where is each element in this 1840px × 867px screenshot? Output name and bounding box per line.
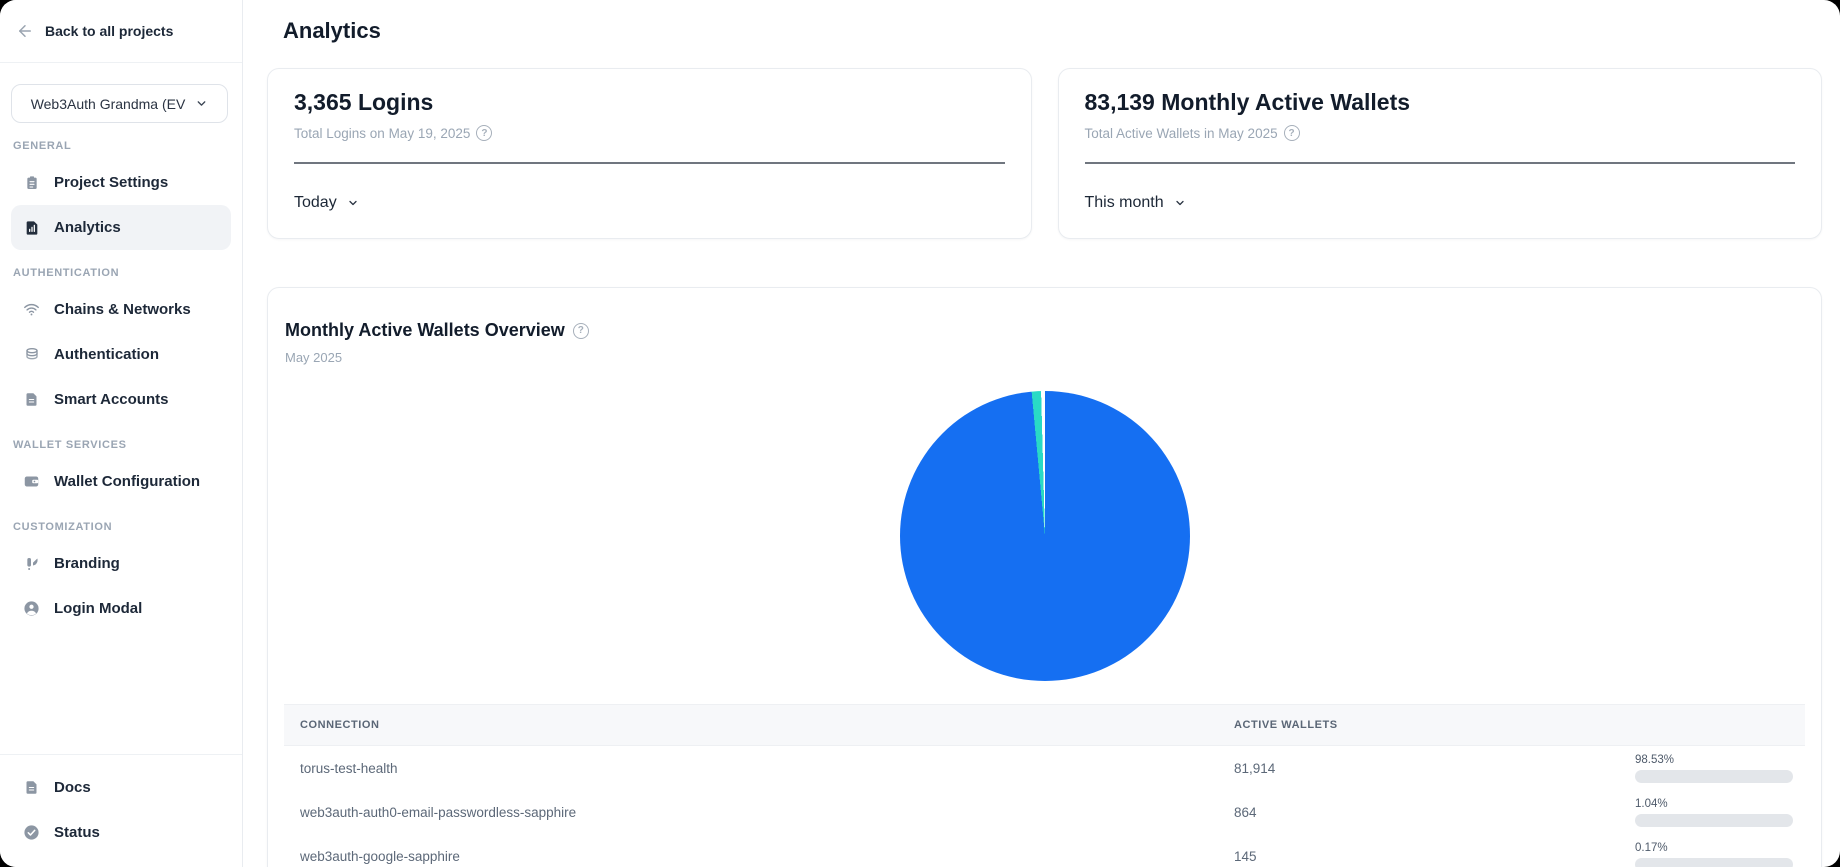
sidebar-item-label: Chains & Networks xyxy=(54,301,191,318)
active-wallets-period-value: This month xyxy=(1084,193,1164,211)
sidebar-item-label: Docs xyxy=(54,779,91,796)
connection-name: web3auth-auth0-email-passwordless-sapphi… xyxy=(300,804,577,820)
file-icon xyxy=(23,391,40,408)
sidebar-item-label: Wallet Configuration xyxy=(54,473,201,490)
active-wallets-card: 83,139 Monthly Active Wallets Total Acti… xyxy=(1057,68,1822,239)
back-to-projects-link[interactable]: Back to all projects xyxy=(0,0,242,63)
brush-icon xyxy=(23,555,40,572)
sidebar-item-authentication[interactable]: Authentication xyxy=(11,332,231,377)
sidebar-item-label: Status xyxy=(54,824,100,841)
overview-title: Monthly Active Wallets Overview ? xyxy=(285,320,1805,341)
active-wallets-subtext-label: Total Active Wallets in May 2025 xyxy=(1084,125,1278,141)
sidebar-item-smart-accounts[interactable]: Smart Accounts xyxy=(11,377,231,422)
wallets-overview-card: Monthly Active Wallets Overview ? May 20… xyxy=(267,287,1822,867)
stat-cards-row: 3,365 Logins Total Logins on May 19, 202… xyxy=(267,68,1822,239)
back-label: Back to all projects xyxy=(45,23,174,39)
logins-heading: 3,365 Logins xyxy=(294,89,434,115)
progress-bar-track xyxy=(1635,813,1793,827)
overview-subtitle: May 2025 xyxy=(285,350,343,365)
sidebar-item-analytics[interactable]: Analytics xyxy=(11,205,231,250)
connections-table: CONNECTION ACTIVE WALLETS torus-test-hea… xyxy=(284,704,1805,867)
chevron-down-icon xyxy=(195,97,208,110)
doc-icon xyxy=(23,779,40,796)
active-wallets-value: 145 xyxy=(1234,848,1257,864)
project-selector-value: Web3Auth Grandma (EV xyxy=(30,95,186,112)
wallet-icon xyxy=(23,473,40,490)
column-header-connection: CONNECTION xyxy=(300,719,380,731)
help-icon[interactable]: ? xyxy=(1283,125,1300,141)
sidebar-nav: GENERAL Project Settings Analytics AUTHE… xyxy=(0,123,242,631)
table-row: web3auth-auth0-email-passwordless-sapphi… xyxy=(284,790,1805,834)
overview-title-label: Monthly Active Wallets Overview xyxy=(285,320,565,340)
column-header-active-wallets: ACTIVE WALLETS xyxy=(1234,719,1338,731)
page-title: Analytics xyxy=(283,18,381,43)
sidebar-item-wallet-configuration[interactable]: Wallet Configuration xyxy=(11,459,231,504)
connection-name: torus-test-health xyxy=(300,760,398,776)
clipboard-icon xyxy=(23,174,40,191)
chevron-down-icon xyxy=(347,197,359,209)
share-cell: 98.53% xyxy=(1635,754,1805,783)
share-cell: 1.04% xyxy=(1635,798,1805,827)
sidebar-item-branding[interactable]: Branding xyxy=(11,541,231,586)
sidebar-item-docs[interactable]: Docs xyxy=(11,765,231,810)
sidebar-item-label: Branding xyxy=(54,555,120,572)
pie-chart-wrap xyxy=(284,391,1805,681)
active-wallets-subtext: Total Active Wallets in May 2025 ? xyxy=(1085,125,1796,141)
logins-subtext-label: Total Logins on May 19, 2025 xyxy=(294,125,471,141)
active-wallets-value: 81,914 xyxy=(1234,760,1276,776)
active-wallets-heading: 83,139 Monthly Active Wallets xyxy=(1084,89,1411,115)
progress-bar-track xyxy=(1635,769,1793,783)
logins-period-dropdown[interactable]: Today xyxy=(294,194,359,212)
wifi-icon xyxy=(23,301,40,318)
sidebar-item-label: Analytics xyxy=(54,219,121,236)
main-content: Analytics 3,365 Logins Total Logins on M… xyxy=(243,0,1840,867)
sidebar-item-label: Login Modal xyxy=(54,600,143,617)
active-wallets-period-dropdown[interactable]: This month xyxy=(1085,194,1186,212)
section-label-wallet-services: WALLET SERVICES xyxy=(13,439,127,451)
database-icon xyxy=(23,346,40,363)
share-cell: 0.17% xyxy=(1635,842,1805,867)
help-icon[interactable]: ? xyxy=(572,322,589,339)
project-selector[interactable]: Web3Auth Grandma (EV xyxy=(11,84,228,123)
share-percent-label: 0.17% xyxy=(1635,841,1668,854)
table-row: torus-test-health 81,914 98.53% xyxy=(284,746,1805,790)
sidebar-item-label: Smart Accounts xyxy=(54,391,169,408)
progress-bar-track xyxy=(1635,857,1793,867)
check-circle-icon xyxy=(23,824,40,841)
help-icon[interactable]: ? xyxy=(476,125,493,141)
sidebar-item-label: Project Settings xyxy=(54,174,169,191)
arrow-left-icon xyxy=(16,22,34,40)
share-percent-label: 1.04% xyxy=(1635,797,1668,810)
sidebar-footer: Docs Status xyxy=(0,754,242,867)
active-wallets-pie-chart xyxy=(899,391,1190,681)
logins-subtext: Total Logins on May 19, 2025 ? xyxy=(294,125,1005,141)
sidebar-item-chains-networks[interactable]: Chains & Networks xyxy=(11,287,231,332)
table-row: web3auth-google-sapphire 145 0.17% xyxy=(284,834,1805,867)
divider xyxy=(294,162,1005,164)
sidebar-item-project-settings[interactable]: Project Settings xyxy=(11,160,231,205)
sidebar-item-label: Authentication xyxy=(54,346,159,363)
section-label-general: GENERAL xyxy=(13,140,72,152)
table-header: CONNECTION ACTIVE WALLETS xyxy=(284,704,1805,746)
logins-card: 3,365 Logins Total Logins on May 19, 202… xyxy=(267,68,1032,239)
section-label-customization: CUSTOMIZATION xyxy=(13,521,113,533)
sidebar: Back to all projects Web3Auth Grandma (E… xyxy=(0,0,243,867)
share-percent-label: 98.53% xyxy=(1635,753,1675,766)
logins-period-value: Today xyxy=(294,193,337,211)
bar-chart-icon xyxy=(23,219,40,236)
user-circle-icon xyxy=(23,600,40,617)
sidebar-item-login-modal[interactable]: Login Modal xyxy=(11,586,231,631)
sidebar-item-status[interactable]: Status xyxy=(11,810,231,855)
divider xyxy=(1084,162,1795,164)
chevron-down-icon xyxy=(1174,197,1186,209)
connection-name: web3auth-google-sapphire xyxy=(300,848,460,864)
section-label-authentication: AUTHENTICATION xyxy=(13,267,120,279)
active-wallets-value: 864 xyxy=(1234,804,1257,820)
